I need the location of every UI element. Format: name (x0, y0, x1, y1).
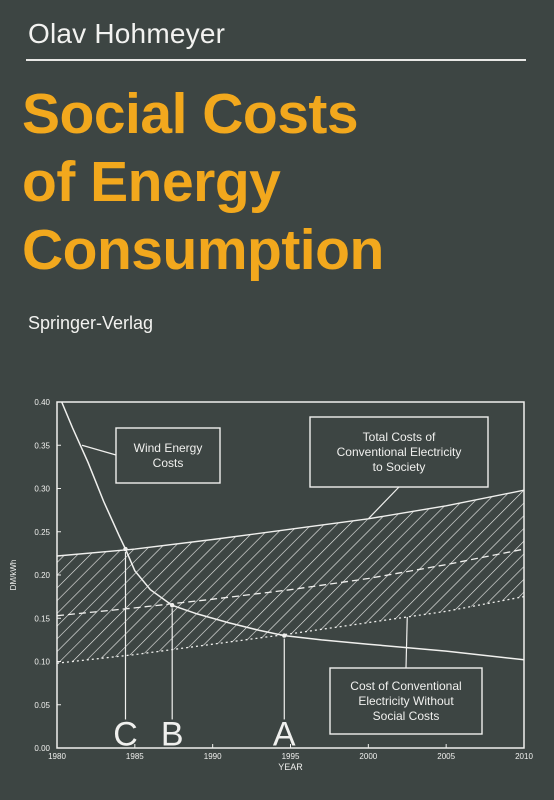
series-line-without-social-costs (56, 595, 525, 664)
x-tick-label: 1985 (126, 752, 144, 761)
x-axis-label: YEAR (278, 762, 303, 772)
callout-label: Social Costs (373, 709, 440, 723)
callout-label: Costs (153, 456, 184, 470)
x-tick-label: 2010 (515, 752, 533, 761)
title-divider (26, 59, 526, 61)
series-line-total-costs (56, 489, 525, 557)
callout-box (329, 667, 483, 735)
callout-label: Wind Energy (134, 441, 203, 455)
hatched-band-upper (57, 490, 524, 616)
marker-label: B (161, 715, 184, 753)
y-tick-label: 0.10 (34, 658, 50, 667)
y-tick-label: 0.25 (34, 528, 50, 537)
callout-leader-line (367, 486, 400, 520)
y-tick-label: 0.00 (34, 744, 50, 753)
y-axis-label: DM/kWh (9, 560, 18, 591)
x-tick-label: 1980 (48, 752, 66, 761)
book-title: Social Costs of Energy Consumption (22, 80, 384, 284)
callout-label: to Society (373, 460, 426, 474)
y-tick-label: 0.20 (34, 571, 50, 580)
series-line-total-costs-lower (56, 548, 525, 617)
marker-dot (282, 633, 287, 638)
title-line: Social Costs (22, 82, 359, 146)
cost-chart: 1980 1985 1990 1995 2000 2005 2010 0.00 0.05 0.10… (9, 398, 533, 772)
x-tick-label: 1990 (204, 752, 222, 761)
hatched-band-lower (57, 549, 524, 664)
callout-label: Total Costs of (363, 430, 436, 444)
y-tick-label: 0.30 (34, 485, 50, 494)
x-tick-label: 2000 (359, 752, 377, 761)
callout-box (115, 427, 221, 484)
callout-label: Cost of Conventional (350, 679, 461, 693)
y-tick-label: 0.35 (34, 441, 50, 450)
marker-label: C (113, 715, 138, 753)
publisher-name: Springer-Verlag (28, 313, 154, 333)
x-tick-label: 1995 (282, 752, 300, 761)
title-line: Consumption (22, 218, 384, 282)
y-tick-label: 0.15 (34, 614, 50, 623)
callout-label: Electricity Without (358, 694, 454, 708)
callout-leader-line (81, 444, 117, 456)
author-name: Olav Hohmeyer (28, 18, 226, 49)
y-tick-label: 0.05 (34, 701, 50, 710)
y-tick-label: 0.40 (34, 398, 50, 407)
x-tick-label: 2005 (437, 752, 455, 761)
callout-label: Conventional Electricity (337, 445, 462, 459)
marker-label: A (273, 715, 296, 753)
callout-leader-line (405, 616, 408, 669)
title-line: of Energy (22, 150, 281, 214)
callout-box (309, 416, 489, 488)
marker-dot (169, 603, 175, 608)
marker-dot (123, 546, 128, 552)
